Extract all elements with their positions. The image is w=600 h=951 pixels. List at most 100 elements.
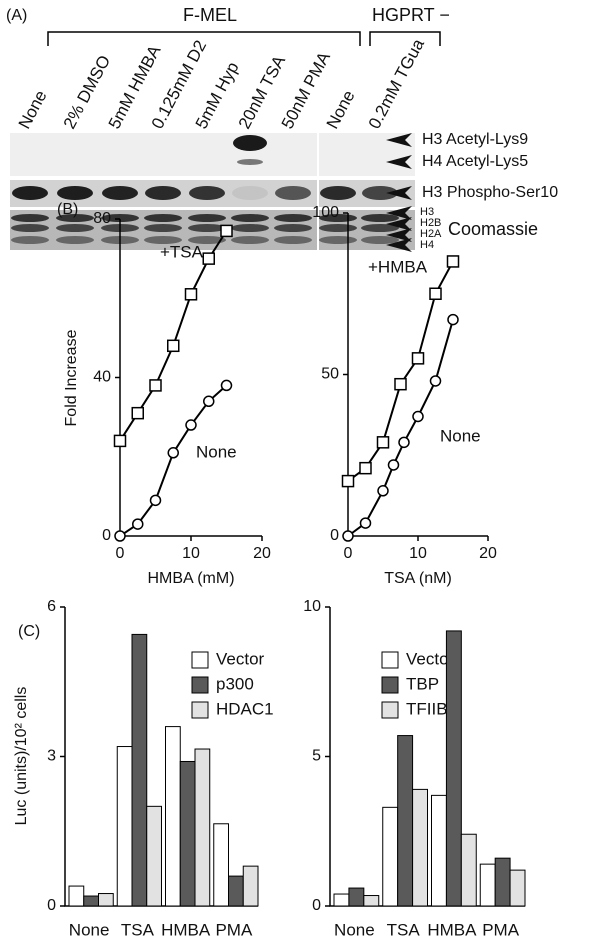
legend-label: TFIIB: [406, 699, 448, 718]
marker: [359, 517, 372, 529]
x-tick-label: PMA: [482, 920, 520, 939]
blot-band: [144, 224, 182, 232]
lane-label: None: [15, 87, 51, 132]
x-tick-label: PMA: [215, 920, 253, 939]
x-tick-label: None: [69, 920, 110, 939]
marker: [342, 530, 354, 542]
bar: [397, 735, 414, 907]
bar: [431, 794, 447, 907]
x-tick-label: 0: [344, 545, 353, 562]
blot-band: [188, 236, 226, 244]
y-axis-label: Fold Increase: [63, 329, 80, 426]
blot-band: [274, 214, 312, 222]
marker: [132, 518, 144, 530]
arrow: [386, 206, 412, 220]
x-tick-label: 10: [409, 545, 427, 562]
blot-band: [11, 224, 49, 232]
blot-band: [232, 186, 268, 200]
marker: [376, 436, 390, 449]
x-tick-label: HMBA: [427, 920, 477, 939]
x-axis-label: TSA (nM): [384, 570, 452, 587]
y-tick-label: 5: [312, 748, 321, 765]
histone-label: H4: [420, 239, 434, 251]
marker: [167, 447, 179, 459]
x-tick-label: None: [334, 920, 375, 939]
legend-swatch: [191, 676, 209, 694]
legend-swatch: [191, 701, 209, 719]
blot-band: [237, 159, 263, 165]
y-tick-label: 80: [93, 210, 111, 227]
marker: [184, 288, 198, 301]
blot-band: [56, 224, 94, 232]
marker: [149, 379, 162, 392]
group-label: F-MEL: [183, 5, 237, 25]
arrow: [386, 133, 412, 147]
axis-line: [119, 219, 262, 537]
blot-band: [361, 236, 399, 244]
lane-label: 0.2mM TGua: [365, 35, 428, 132]
blot-band: [144, 214, 182, 222]
blot-band: [11, 236, 49, 244]
marker: [398, 436, 410, 449]
row-label: H4 Acetyl-Lys5: [422, 153, 528, 170]
blot-band: [319, 224, 357, 232]
marker: [202, 252, 215, 265]
bar: [479, 863, 496, 907]
legend-swatch: [381, 701, 399, 719]
marker: [167, 339, 180, 353]
blot-band: [274, 224, 312, 232]
y-tick-label: 0: [102, 527, 111, 544]
marker: [429, 375, 442, 387]
blot-band: [145, 186, 181, 200]
series-label: None: [196, 442, 237, 461]
blot-band: [233, 135, 267, 151]
marker: [447, 313, 459, 326]
blot-band: [231, 214, 269, 222]
y-tick-label: 6: [47, 598, 56, 615]
blot-band: [57, 186, 93, 200]
bar: [242, 865, 259, 907]
histone-label: H3: [420, 206, 434, 218]
x-axis-label: HMBA (mM): [147, 570, 234, 587]
bar: [460, 833, 477, 907]
series-label: +HMBA: [368, 257, 428, 276]
arrow: [386, 238, 412, 252]
blot-band: [11, 214, 49, 222]
bar: [228, 875, 244, 907]
blot-band: [56, 214, 94, 222]
marker: [149, 494, 162, 507]
blot-band: [231, 236, 269, 244]
y-tick-label: 0: [47, 897, 56, 914]
legend-swatch: [381, 651, 399, 669]
group-label: HGPRT −: [372, 5, 450, 25]
histone-label: H2A: [420, 228, 442, 240]
blot-band: [56, 236, 94, 244]
legend-label: Vector: [406, 649, 455, 668]
x-tick-label: 10: [182, 545, 200, 562]
y-axis-label: Luc (units)/10² cells: [13, 687, 30, 826]
series-label: +TSA: [160, 242, 204, 261]
y-tick-label: 3: [47, 748, 56, 765]
panel-label: (A): [6, 7, 27, 24]
blot-band: [274, 236, 312, 244]
arrow: [386, 217, 412, 231]
marker: [429, 287, 442, 300]
bar: [363, 895, 380, 907]
marker: [341, 474, 355, 488]
bar: [165, 726, 181, 907]
blot-band: [361, 224, 399, 232]
bar: [348, 887, 365, 907]
marker: [185, 419, 197, 431]
legend-label: Vector: [216, 649, 265, 668]
lane-label: None: [323, 87, 359, 132]
row-label: H3 Acetyl-Lys9: [422, 131, 528, 148]
legend-swatch: [381, 676, 399, 694]
marker: [220, 379, 233, 392]
y-tick-label: 10: [303, 598, 321, 615]
marker: [412, 410, 424, 423]
bar: [213, 823, 229, 907]
legend-label: p300: [216, 674, 254, 693]
row-label: H3 Phospho-Ser10: [422, 184, 558, 201]
legend-swatch: [191, 651, 209, 669]
